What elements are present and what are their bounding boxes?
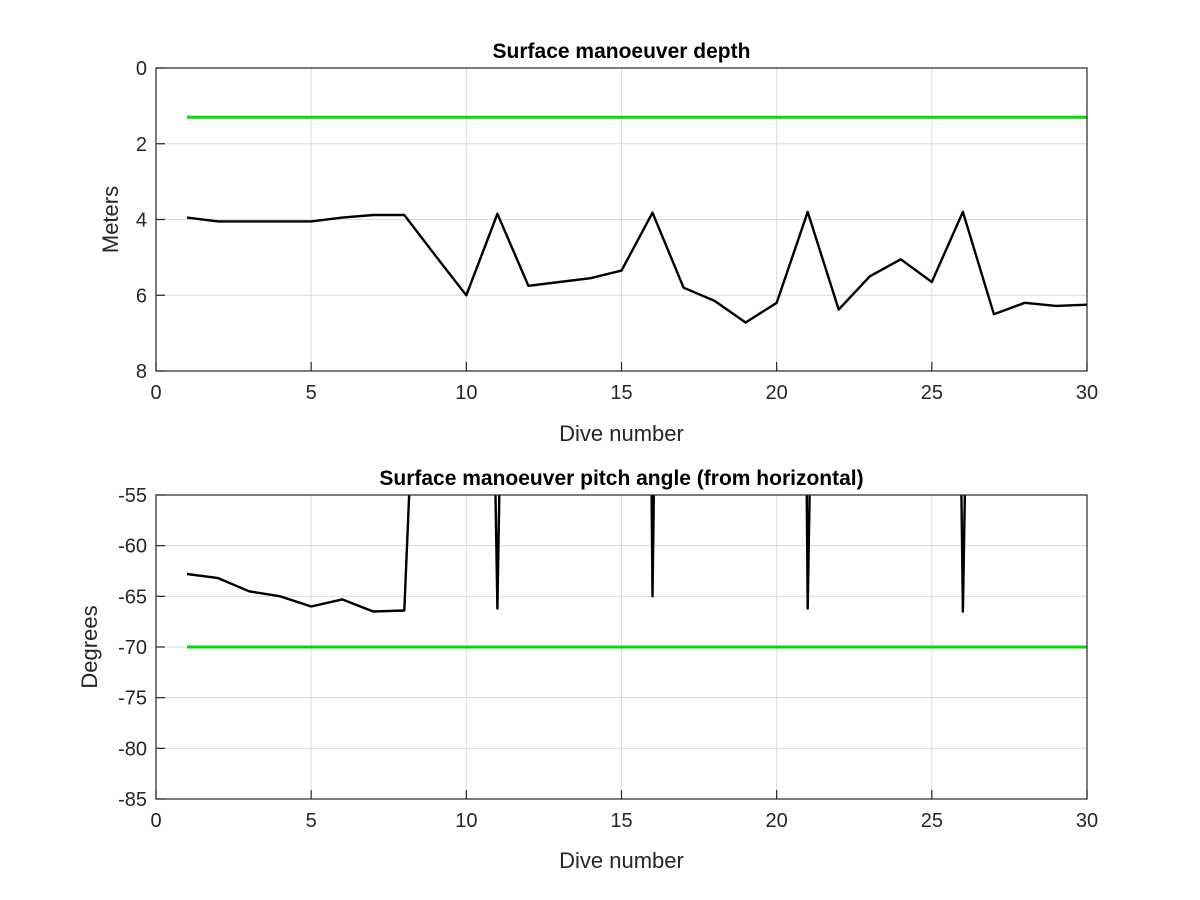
pitch-y-axis-label: Degrees: [77, 605, 102, 688]
depth-y-tick-label: 0: [136, 58, 147, 80]
depth-y-tick-label: 8: [136, 361, 147, 383]
depth-x-tick-label: 15: [610, 382, 632, 404]
depth-x-tick-label: 10: [455, 382, 477, 404]
depth-y-axis-label: Meters: [98, 186, 123, 253]
pitch-x-tick-label: 0: [150, 810, 161, 832]
pitch-x-tick-label: 5: [306, 810, 317, 832]
depth-x-tick-label: 0: [150, 382, 161, 404]
pitch-x-axis-label: Dive number: [559, 848, 684, 873]
pitch-x-tick-label: 25: [921, 810, 943, 832]
pitch-y-tick-label: -85: [118, 789, 147, 811]
depth-x-axis-label: Dive number: [559, 421, 684, 446]
pitch-x-tick-label: 30: [1076, 810, 1098, 832]
depth-y-tick-label: 2: [136, 134, 147, 156]
depth-x-tick-label: 25: [921, 382, 943, 404]
pitch-x-tick-label: 10: [455, 810, 477, 832]
pitch-data-line: [186, 495, 967, 613]
pitch-x-tick-label: 20: [766, 810, 788, 832]
pitch-ticks: 0 5 10 15 20 25 30 -55 -60 -65 -70 -75 -80 -85: [118, 485, 1098, 832]
depth-y-tick-label: 4: [136, 210, 147, 232]
pitch-lines: [186, 495, 1087, 649]
pitch-y-tick-label: -80: [118, 738, 147, 760]
depth-grid: [156, 68, 1087, 371]
depth-y-tick-label: 6: [136, 285, 147, 307]
depth-x-tick-label: 30: [1076, 382, 1098, 404]
pitch-y-tick-label: -55: [118, 485, 147, 507]
pitch-y-tick-label: -65: [118, 586, 147, 608]
depth-subplot: 0 5 10 15 20 25 30 0 2 4 6 8 Surface manoeuver dept…: [98, 40, 1098, 446]
pitch-y-tick-label: -70: [118, 637, 147, 659]
depth-data-line: [186, 210, 1087, 324]
pitch-subplot: 0 5 10 15 20 25 30 -55 -60 -65 -70 -75 -80 -85 Surfac…: [77, 467, 1098, 873]
pitch-y-tick-label: -75: [118, 688, 147, 710]
depth-chart-title: Surface manoeuver depth: [493, 40, 751, 63]
depth-ticks: 0 5 10 15 20 25 30 0 2 4 6 8: [136, 58, 1098, 404]
depth-x-tick-label: 20: [766, 382, 788, 404]
pitch-x-tick-label: 15: [610, 810, 632, 832]
depth-x-tick-label: 5: [306, 382, 317, 404]
pitch-y-tick-label: -60: [118, 536, 147, 558]
depth-lines: [186, 115, 1087, 324]
pitch-chart-title: Surface manoeuver pitch angle (from hori…: [379, 467, 863, 490]
